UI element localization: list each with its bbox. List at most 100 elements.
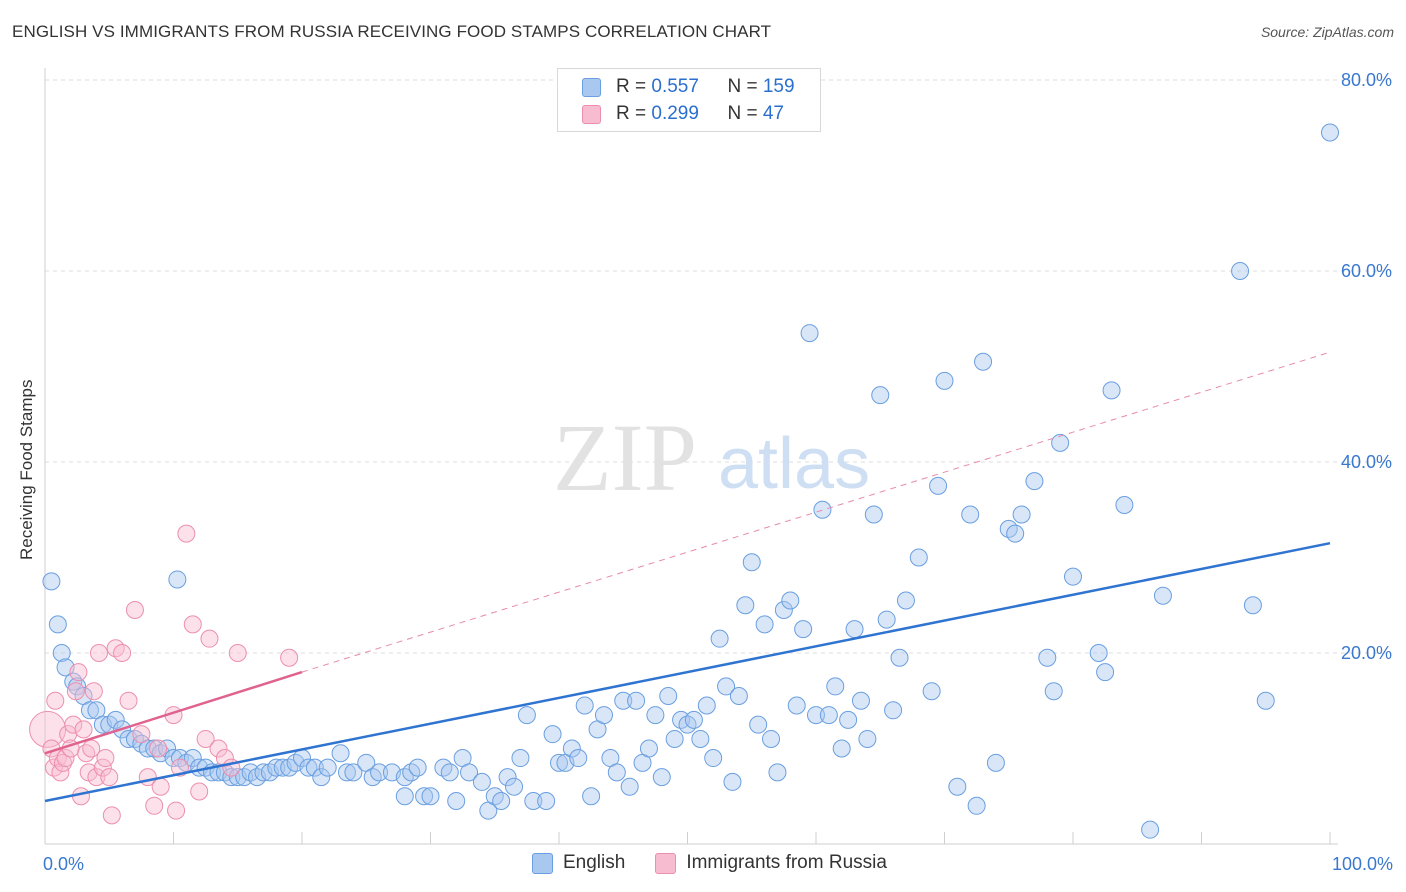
english-point — [620, 777, 639, 796]
english-point — [1153, 586, 1172, 605]
english-point — [845, 620, 864, 639]
russia-point — [74, 720, 93, 739]
english-point — [877, 610, 896, 629]
english-point — [755, 615, 774, 634]
english-point — [1321, 123, 1339, 142]
english-point — [839, 710, 858, 729]
english-point — [646, 706, 665, 725]
english-point — [524, 792, 543, 811]
source-label: Source: ZipAtlas.com — [1260, 24, 1394, 40]
english-point — [948, 777, 967, 796]
russia-point — [87, 768, 106, 787]
russia-point — [96, 749, 115, 768]
english-point — [697, 696, 716, 715]
russia-point — [145, 796, 164, 815]
russia-point — [183, 615, 202, 634]
russia-point — [196, 729, 215, 748]
english-point — [627, 691, 646, 710]
y-tick-label: 40.0% — [1341, 452, 1392, 472]
english-point — [1256, 691, 1275, 710]
english-point — [106, 710, 125, 729]
english-point — [337, 763, 356, 782]
english-point — [851, 691, 870, 710]
english-point — [80, 701, 99, 720]
axes — [44, 68, 1338, 845]
legend-r-value: 0.557 — [651, 76, 699, 97]
english-point — [235, 768, 254, 787]
russia-point — [56, 749, 75, 768]
english-point — [492, 792, 511, 811]
english-point — [168, 570, 187, 589]
english-point — [1025, 472, 1044, 491]
russia-point — [132, 725, 151, 744]
english-point — [858, 729, 877, 748]
russia-point — [200, 629, 219, 648]
russia-point — [53, 753, 72, 772]
english-point — [363, 768, 382, 787]
english-point — [1231, 262, 1250, 280]
stats-legend: R = 0.557 N = 159 R = 0.299 N = 47 — [557, 68, 821, 132]
russia-point — [125, 601, 144, 620]
english-point — [652, 768, 671, 787]
english-point — [543, 725, 562, 744]
legend-n-label: N = — [727, 103, 763, 124]
english-point — [447, 792, 466, 811]
russia-point — [149, 739, 168, 758]
english-point — [774, 601, 793, 620]
english-point — [736, 596, 755, 615]
english-point — [344, 763, 363, 782]
russia-point — [190, 782, 209, 801]
y-tick-label: 20.0% — [1341, 643, 1392, 663]
english-point — [665, 729, 684, 748]
y-tick-label: 80.0% — [1341, 70, 1392, 90]
english-point — [408, 758, 427, 777]
english-point — [42, 572, 61, 591]
english-point — [562, 739, 581, 758]
russia-point — [84, 682, 103, 701]
grid — [45, 79, 1390, 654]
legend-item-english[interactable]: English — [532, 852, 625, 874]
english-point — [787, 696, 806, 715]
english-point — [569, 749, 588, 768]
legend-n-label: N = — [727, 76, 763, 97]
legend-r-value: 0.299 — [651, 103, 699, 124]
x-tick-label: 100.0% — [1332, 854, 1393, 874]
english-point — [922, 682, 941, 701]
russia-point — [167, 801, 186, 820]
english-trend-line — [44, 541, 1331, 803]
english-point — [505, 777, 524, 796]
english-point — [890, 648, 909, 667]
legend-swatch-english — [582, 78, 601, 97]
english-point — [691, 729, 710, 748]
legend-label-russia: Immigrants from Russia — [686, 852, 887, 873]
russia-point — [215, 749, 234, 768]
english-point — [1102, 381, 1121, 400]
english-point — [125, 729, 144, 748]
english-point — [52, 644, 71, 662]
english-point — [241, 763, 260, 782]
english-point — [884, 701, 903, 720]
russia-point — [228, 644, 247, 662]
english-point — [434, 758, 453, 777]
english-point — [929, 476, 948, 495]
english-point — [896, 591, 915, 610]
russia-point — [46, 691, 65, 710]
english-point — [813, 500, 832, 519]
english-point — [832, 739, 851, 758]
watermark: ZIP atlas — [553, 404, 870, 511]
english-point — [607, 763, 626, 782]
x-tick-label: 0.0% — [43, 854, 84, 874]
legend-item-russia[interactable]: Immigrants from Russia — [655, 852, 887, 874]
russia-point — [66, 682, 85, 701]
russia-point — [106, 639, 125, 658]
english-point — [678, 715, 697, 734]
series-legend: English Immigrants from Russia — [532, 852, 917, 874]
english-point — [704, 749, 723, 768]
english-point — [511, 749, 530, 768]
legend-r-label: R = — [616, 103, 652, 124]
english-point — [1064, 567, 1082, 586]
russia-trend-extension — [301, 351, 1331, 673]
russia-point — [44, 758, 63, 777]
english-point — [1096, 663, 1115, 682]
english-point — [145, 739, 164, 758]
